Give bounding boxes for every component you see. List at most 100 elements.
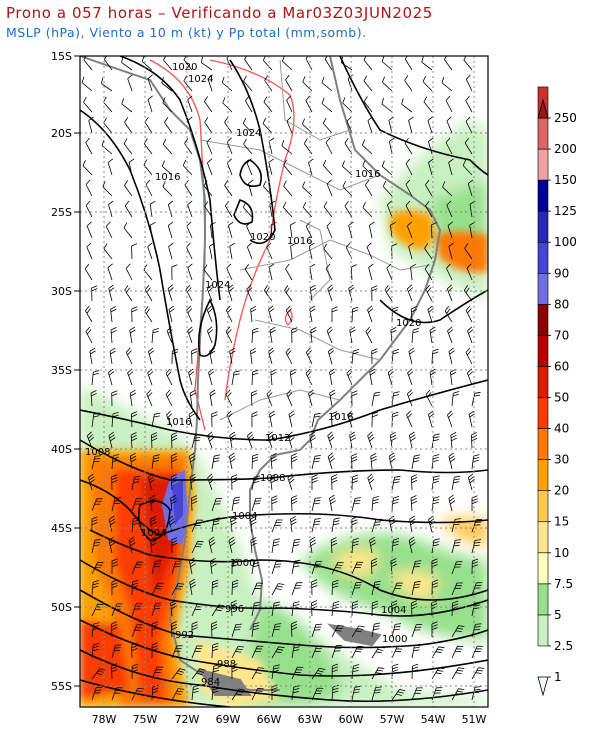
wind-barb [111, 579, 118, 596]
isobar-label: 1020 [396, 318, 421, 329]
wind-barb [263, 285, 273, 302]
wind-barb [243, 75, 253, 92]
wind-barb [166, 326, 173, 344]
wind-barb [291, 559, 301, 575]
wind-barb [407, 368, 414, 386]
wind-barb [289, 221, 296, 239]
wind-barb [290, 515, 297, 533]
wind-barb [91, 622, 100, 638]
wind-barb [251, 369, 259, 386]
wind-barb [347, 74, 354, 92]
wind-barb [268, 263, 275, 281]
wind-barb [331, 517, 341, 533]
wind-barb [188, 452, 196, 470]
wind-barb [325, 263, 333, 281]
wind-barb [465, 347, 473, 365]
wind-barb [264, 75, 273, 92]
wind-barb [325, 137, 333, 155]
latitude-labels: 15S 20S 25S 30S 35S 40S 45S 50S 55S [51, 50, 72, 693]
wind-barb [207, 158, 213, 176]
wind-barb [165, 368, 173, 386]
wind-barb [321, 97, 333, 113]
wind-barb [111, 411, 119, 428]
wind-barb [351, 581, 363, 596]
wind-barb [271, 684, 278, 701]
wind-barb [390, 558, 397, 575]
wind-barb [231, 663, 238, 680]
wind-barb [350, 264, 357, 281]
wind-barb [109, 347, 116, 365]
wind-barb [251, 497, 262, 512]
wind-barb [371, 496, 380, 512]
colorbar-swatch [537, 117, 549, 150]
wind-barb [251, 687, 264, 701]
colorbar-label: 90 [554, 266, 569, 280]
isobar-label: 992 [175, 630, 194, 641]
wind-barb [471, 582, 483, 596]
colorbar-swatch [537, 428, 549, 460]
wind-barb [268, 137, 275, 155]
wind-barb [127, 368, 134, 386]
wind-barb [286, 389, 293, 407]
wind-barbs [81, 56, 485, 701]
wind-barb [88, 473, 96, 491]
wind-barb [471, 623, 482, 638]
wind-barb [326, 221, 333, 239]
colorbar-label: 100 [554, 235, 577, 249]
wind-barb [211, 454, 221, 470]
grid-lines [80, 56, 488, 707]
wind-barb [451, 645, 464, 659]
wind-barb [305, 95, 313, 113]
wind-barb [430, 222, 437, 239]
wind-barb [302, 181, 313, 197]
wind-barb [327, 347, 335, 365]
wind-barb [231, 558, 238, 575]
wind-barb [408, 347, 415, 365]
wind-barb [191, 621, 198, 637]
colorbar-triangle-high [537, 98, 549, 119]
wind-barb [131, 516, 139, 533]
wind-barb [211, 664, 220, 680]
wind-barb [266, 242, 273, 260]
wind-barb [311, 474, 318, 490]
wind-barb [251, 327, 259, 344]
wind-barb [191, 434, 202, 449]
wind-barb [442, 181, 453, 197]
colorbar-swatch [537, 397, 549, 429]
wind-barb [204, 117, 213, 134]
colorbar-swatch [537, 459, 549, 491]
wind-barb [171, 348, 179, 365]
wind-barb [366, 242, 373, 260]
colorbar-label: 7.5 [554, 577, 573, 591]
wind-barb [428, 515, 436, 533]
wind-barb [151, 432, 158, 449]
isobar-label: 1016 [355, 169, 380, 180]
wind-barb [124, 117, 133, 134]
wind-barb [362, 202, 373, 218]
wind-barb [251, 582, 264, 596]
wind-barb [351, 474, 359, 491]
wind-barb [362, 160, 373, 176]
wind-barb [91, 516, 98, 533]
wind-barb [111, 603, 123, 617]
wind-barb [351, 645, 364, 659]
wind-barb [311, 623, 322, 638]
wind-barb [450, 368, 457, 386]
wind-barb [291, 495, 298, 512]
wind-barb [270, 222, 277, 239]
wind-barb [468, 410, 475, 428]
wind-barb [410, 306, 418, 323]
wind-barb [269, 410, 276, 428]
wind-barb [302, 201, 313, 218]
wind-barb [291, 666, 304, 680]
wind-barb [89, 347, 96, 365]
colorbar-label: 40 [554, 422, 569, 436]
wind-barb [251, 453, 259, 470]
wind-barb [405, 179, 413, 197]
wind-barb [425, 200, 433, 218]
wind-barb [191, 519, 204, 533]
wind-barb [171, 432, 178, 449]
isobar-label: 1016 [287, 236, 312, 247]
isobar-label: 1008 [85, 447, 110, 458]
wind-barb [130, 432, 138, 449]
